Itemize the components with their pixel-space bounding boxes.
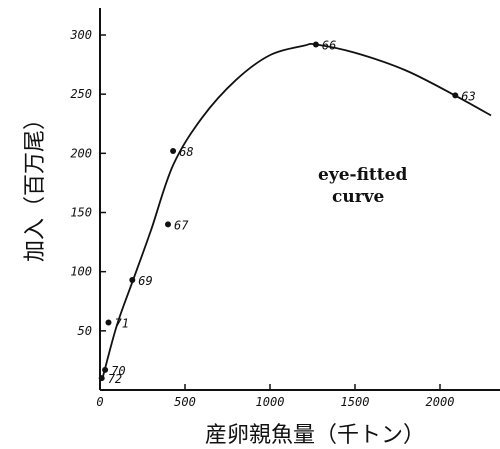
data-point-label: 69	[138, 274, 152, 288]
x-tick-label: 2000	[426, 395, 455, 409]
x-tick-label: 1500	[341, 395, 370, 409]
y-tick-label: 50	[78, 324, 92, 338]
data-point	[98, 375, 105, 382]
y-tick-label: 100	[70, 265, 92, 279]
data-point	[129, 276, 136, 283]
y-tick-label: 300	[69, 28, 92, 42]
y-tick-label: 200	[70, 146, 92, 160]
x-axis-title: 産卵親魚量（千トン）	[205, 423, 425, 448]
data-point	[170, 147, 177, 154]
fitted-curve	[101, 42, 492, 379]
data-point-label: 72	[108, 372, 122, 386]
data-point-label: 66	[322, 38, 336, 52]
curve-annotation-line2: curve	[332, 187, 385, 207]
data-point	[452, 92, 459, 99]
data-point-label: 63	[461, 89, 475, 103]
data-point-label: 71	[115, 317, 129, 331]
data-point-label: 68	[179, 145, 193, 159]
y-tick-label: 250	[70, 87, 92, 101]
data-point	[165, 221, 171, 228]
data-point-label: 70	[111, 364, 125, 378]
y-axis-title: 加入（百万尾）	[23, 108, 48, 262]
x-tick-label: 500	[174, 395, 196, 409]
data-point	[102, 366, 109, 373]
data-point-label: 67	[174, 218, 189, 232]
ticks: 50 100 150 200 250 300 0 500 1000 1500 2000	[69, 28, 454, 409]
data-point	[105, 319, 112, 326]
y-tick-label: 150	[70, 206, 92, 220]
data-point	[312, 41, 319, 48]
x-tick-label: 1000	[256, 395, 285, 409]
axes	[99, 8, 500, 391]
x-tick-label: 0	[96, 395, 103, 409]
curve-annotation-line1: eye-fitted	[318, 165, 407, 185]
